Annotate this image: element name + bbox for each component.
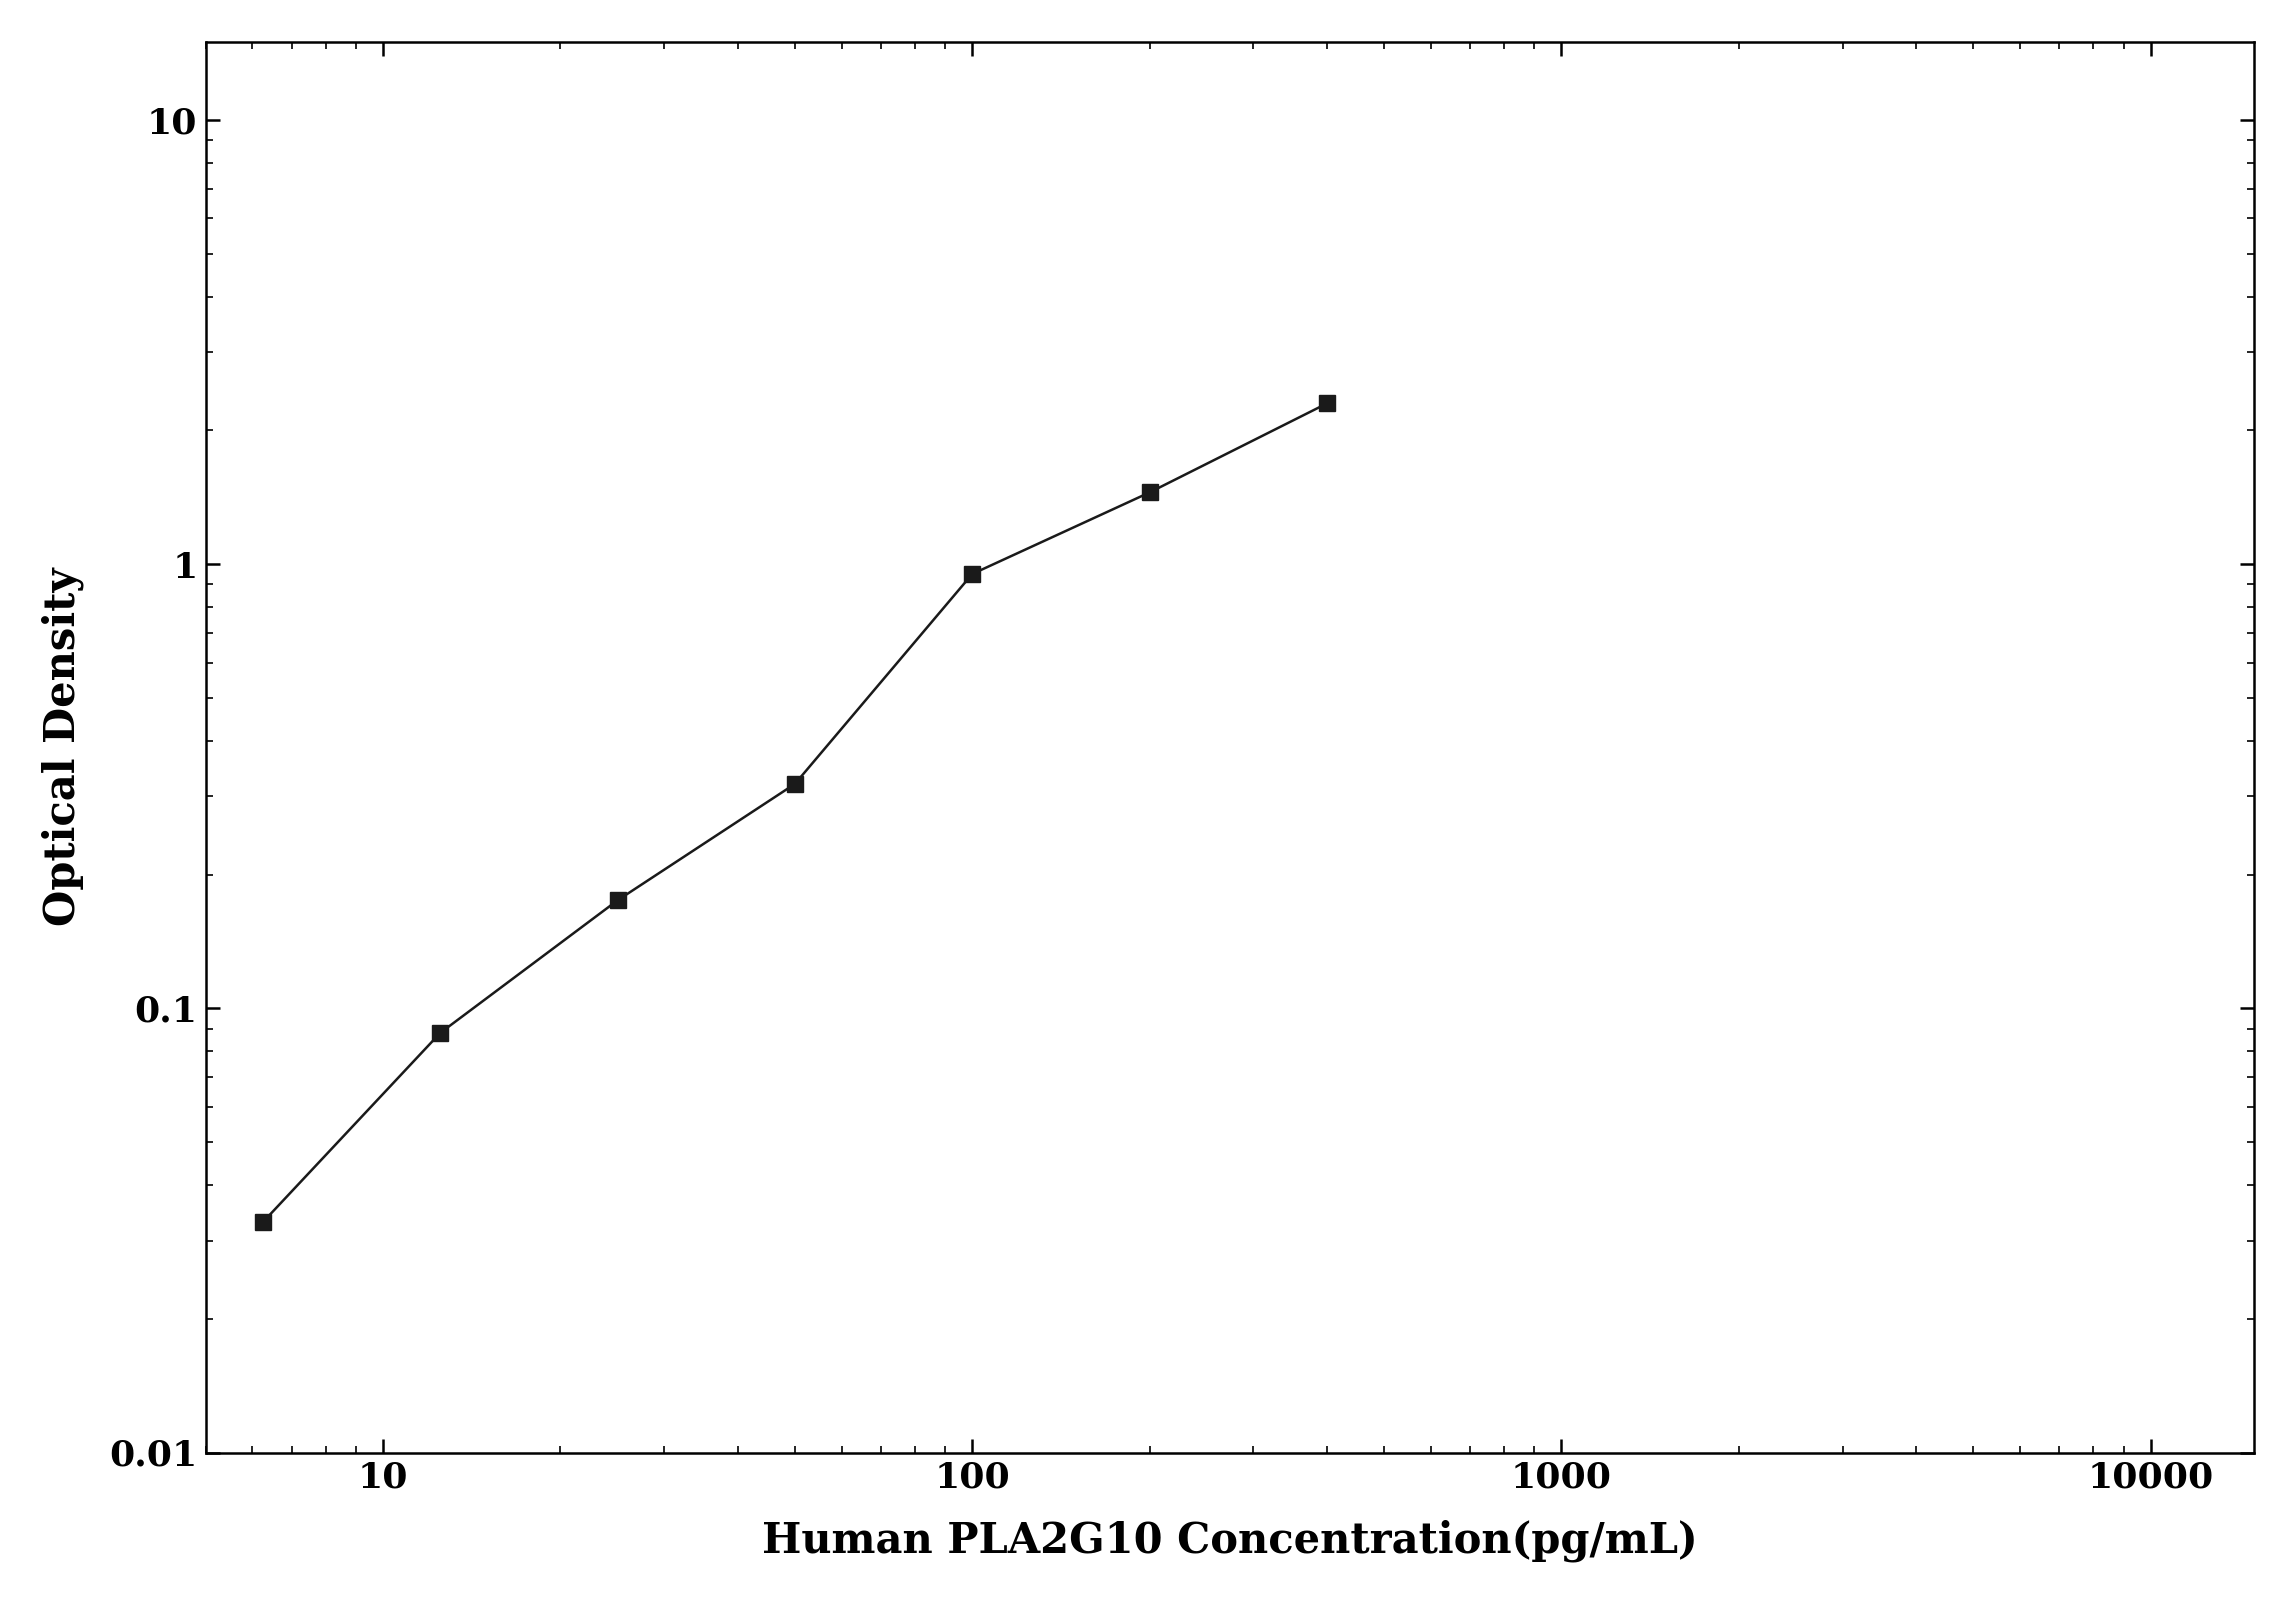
Y-axis label: Optical Density: Optical Density bbox=[41, 568, 85, 927]
X-axis label: Human PLA2G10 Concentration(pg/mL): Human PLA2G10 Concentration(pg/mL) bbox=[762, 1521, 1699, 1562]
